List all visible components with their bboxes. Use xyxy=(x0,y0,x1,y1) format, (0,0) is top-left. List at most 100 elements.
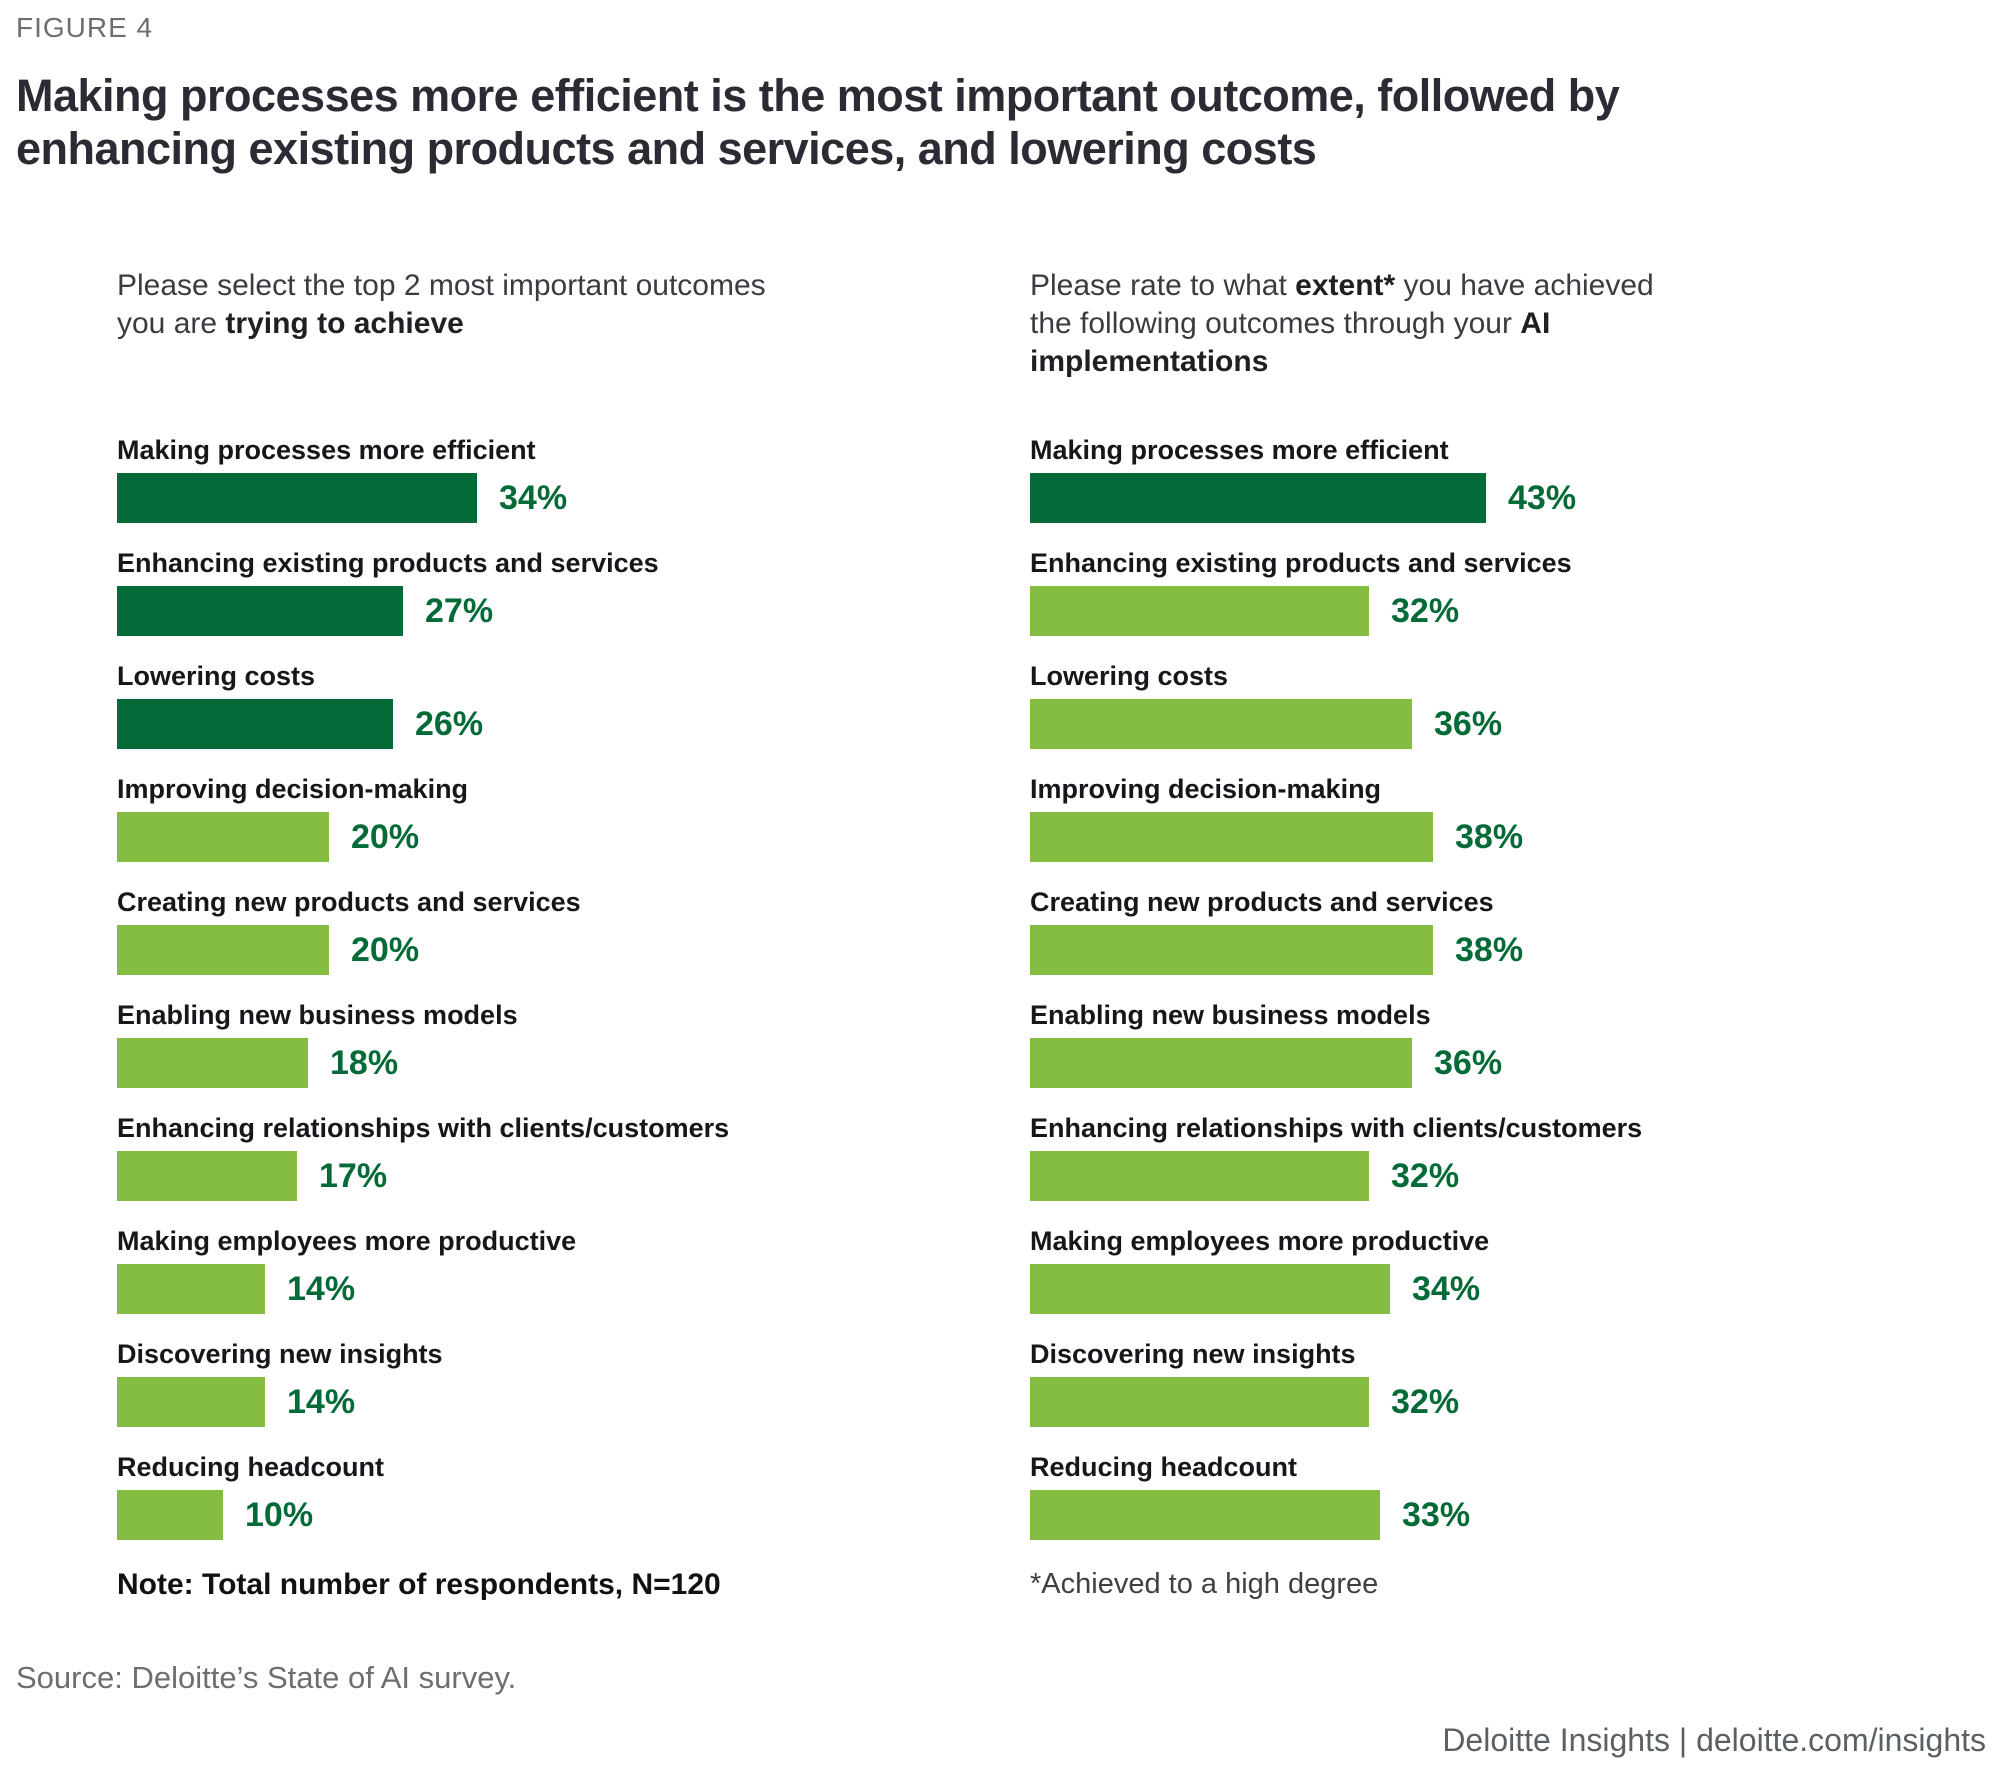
bar-track: 10% xyxy=(117,1490,1030,1541)
bar-value: 14% xyxy=(287,1269,356,1308)
bar-label: Making processes more efficient xyxy=(117,435,536,466)
bar-track: 32% xyxy=(1030,1377,1990,1428)
source-line: Source: Deloitte’s State of AI survey. xyxy=(16,1660,517,1696)
bar-row: Creating new products and services 20% xyxy=(117,887,1030,976)
bar-row: Enhancing existing products and services… xyxy=(117,548,1030,637)
bar-track: 36% xyxy=(1030,699,1990,750)
bar xyxy=(1030,473,1486,524)
bar-value: 38% xyxy=(1455,930,1524,969)
bar-track: 43% xyxy=(1030,473,1990,524)
bar-label: Reducing headcount xyxy=(117,1452,385,1483)
bar-label: Enabling new business models xyxy=(1030,1000,1431,1031)
bar xyxy=(117,473,477,524)
note-left: Note: Total number of respondents, N=120 xyxy=(117,1568,721,1602)
bar-track: 36% xyxy=(1030,1038,1990,1089)
bar-label: Discovering new insights xyxy=(1030,1339,1356,1370)
bar-value: 36% xyxy=(1434,704,1503,743)
bar xyxy=(117,1377,265,1428)
bar-row: Lowering costs 26% xyxy=(117,661,1030,750)
bar-track: 14% xyxy=(117,1264,1030,1315)
bar-row: Reducing headcount 33% xyxy=(1030,1452,1990,1541)
bar xyxy=(1030,1490,1380,1541)
bar-value: 32% xyxy=(1391,1382,1460,1421)
chart-right: Please rate to what extent* you have ach… xyxy=(1030,267,1990,1602)
bar-label: Lowering costs xyxy=(1030,661,1229,692)
bar-label: Enhancing existing products and services xyxy=(117,548,659,579)
bar-label: Making employees more productive xyxy=(1030,1226,1490,1257)
bar-label: Lowering costs xyxy=(117,661,316,692)
bar-label: Enhancing existing products and services xyxy=(1030,548,1572,579)
bar-value: 33% xyxy=(1402,1495,1471,1534)
bar xyxy=(1030,1151,1369,1202)
bar-track: 27% xyxy=(117,586,1030,637)
bar-row: Discovering new insights 32% xyxy=(1030,1339,1990,1428)
bar-track: 34% xyxy=(1030,1264,1990,1315)
bar-row: Enabling new business models 36% xyxy=(1030,1000,1990,1089)
bar-row: Making processes more efficient 43% xyxy=(1030,435,1990,524)
question-segment: you have achieved the following outcomes… xyxy=(1030,269,1654,341)
bar-track: 20% xyxy=(117,925,1030,976)
bar-track: 26% xyxy=(117,699,1030,750)
bar-label: Creating new products and services xyxy=(1030,887,1494,918)
bar-label: Enabling new business models xyxy=(117,1000,518,1031)
bar xyxy=(1030,699,1412,750)
bar-value: 18% xyxy=(330,1043,399,1082)
bar xyxy=(1030,812,1433,863)
bar xyxy=(117,812,329,863)
bar xyxy=(117,1151,297,1202)
bar-value: 17% xyxy=(319,1156,388,1195)
bar xyxy=(1030,1264,1390,1315)
question-segment: trying to achieve xyxy=(225,307,464,341)
bar-track: 18% xyxy=(117,1038,1030,1089)
bar-track: 33% xyxy=(1030,1490,1990,1541)
bar-label: Enhancing relationships with clients/cus… xyxy=(1030,1113,1643,1144)
brand-footer: Deloitte Insights | deloitte.com/insight… xyxy=(1442,1722,1986,1758)
bar-label: Improving decision-making xyxy=(117,774,469,805)
bar-value: 32% xyxy=(1391,591,1460,630)
bar xyxy=(1030,1377,1369,1428)
bar-value: 38% xyxy=(1455,817,1524,856)
bar-row: Enhancing relationships with clients/cus… xyxy=(117,1113,1030,1202)
bar-track: 38% xyxy=(1030,812,1990,863)
question-left: Please select the top 2 most important o… xyxy=(117,267,817,435)
chart-left: Please select the top 2 most important o… xyxy=(117,267,1030,1602)
bar xyxy=(117,1490,223,1541)
bar-row: Discovering new insights 14% xyxy=(117,1339,1030,1428)
bar-label: Enhancing relationships with clients/cus… xyxy=(117,1113,730,1144)
figure-label: FIGURE 4 xyxy=(16,12,154,43)
bar xyxy=(117,1038,308,1089)
bar-value: 26% xyxy=(415,704,484,743)
bar-track: 38% xyxy=(1030,925,1990,976)
figure-title: Making processes more efficient is the m… xyxy=(16,70,1620,174)
bar-row: Enabling new business models 18% xyxy=(117,1000,1030,1089)
bar-label: Making processes more efficient xyxy=(1030,435,1449,466)
bar xyxy=(1030,925,1433,976)
bar-track: 34% xyxy=(117,473,1030,524)
bar-value: 34% xyxy=(499,478,568,517)
bar-value: 27% xyxy=(425,591,494,630)
bar-row: Making processes more efficient 34% xyxy=(117,435,1030,524)
bar-row: Making employees more productive 14% xyxy=(117,1226,1030,1315)
bar-value: 20% xyxy=(351,930,420,969)
bar-row: Enhancing existing products and services… xyxy=(1030,548,1990,637)
question-right: Please rate to what extent* you have ach… xyxy=(1030,267,1680,435)
bar xyxy=(117,1264,265,1315)
bar xyxy=(117,699,393,750)
bar-track: 20% xyxy=(117,812,1030,863)
bar-value: 36% xyxy=(1434,1043,1503,1082)
bar-track: 32% xyxy=(1030,1151,1990,1202)
charts-container: Please select the top 2 most important o… xyxy=(0,267,2000,1602)
bar xyxy=(1030,586,1369,637)
bar xyxy=(1030,1038,1412,1089)
bar-label: Making employees more productive xyxy=(117,1226,577,1257)
bar-label: Creating new products and services xyxy=(117,887,581,918)
question-segment: Please rate to what xyxy=(1030,269,1296,303)
bar-label: Discovering new insights xyxy=(117,1339,443,1370)
bar-track: 17% xyxy=(117,1151,1030,1202)
bar-track: 14% xyxy=(117,1377,1030,1428)
chart-left-rows: Making processes more efficient 34% Enhanc… xyxy=(117,435,1030,1541)
chart-right-rows: Making processes more efficient 43% Enhanc… xyxy=(1030,435,1990,1541)
bar-value: 14% xyxy=(287,1382,356,1421)
bar-row: Lowering costs 36% xyxy=(1030,661,1990,750)
